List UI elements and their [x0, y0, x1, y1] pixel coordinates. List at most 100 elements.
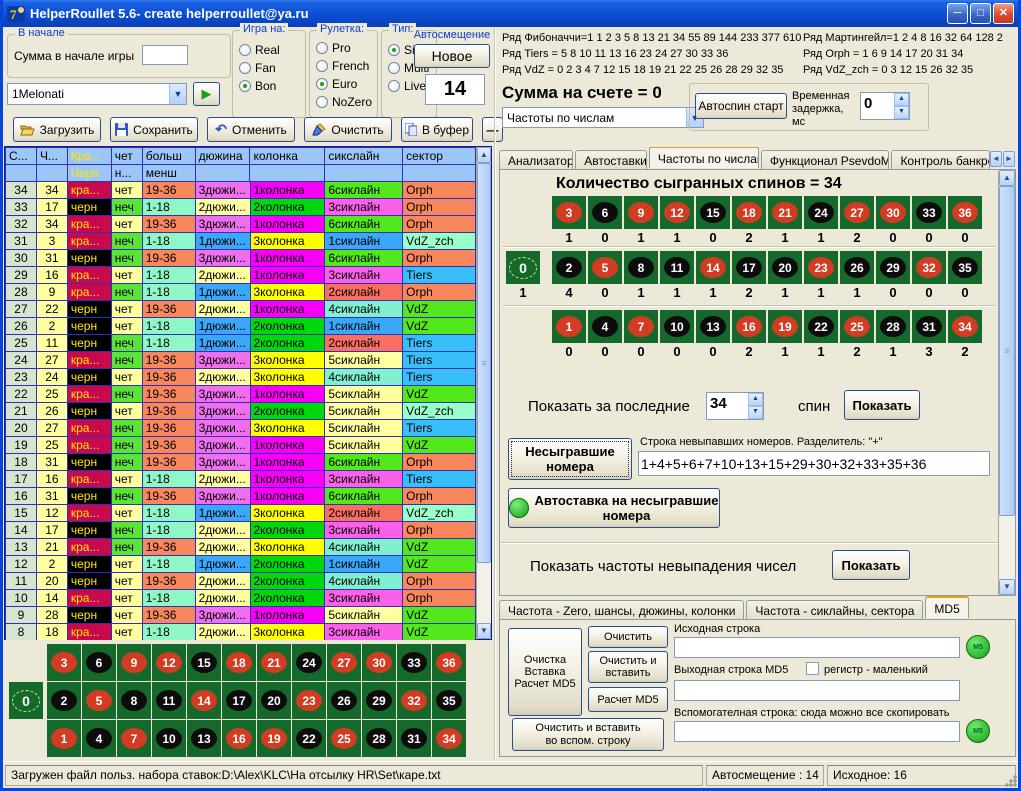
number-cell-3[interactable]: 3: [552, 196, 586, 229]
number-cell-31[interactable]: 31: [912, 310, 946, 343]
number-cell-3[interactable]: 3: [47, 644, 81, 681]
number-cell-34[interactable]: 34: [948, 310, 982, 343]
radio-pro[interactable]: Pro: [316, 41, 377, 55]
number-cell-20[interactable]: 20: [768, 251, 802, 284]
autospin-start-button[interactable]: Автоспин старт: [695, 93, 787, 119]
tab-kontrol-bankrolla[interactable]: Контроль банкро: [891, 150, 990, 170]
missed-numbers-button[interactable]: Несыгравшие номера: [508, 438, 632, 480]
resize-grip[interactable]: [1004, 774, 1017, 787]
to-clipboard-button[interactable]: В буфер: [401, 117, 473, 142]
number-cell-9[interactable]: 9: [624, 196, 658, 229]
table-row[interactable]: 32 34 кра... чет 19-36 3дюжи... 1колонка 6сикла…: [6, 216, 476, 232]
md5-clear-paste-aux-button[interactable]: Очистить и вставить во вспом. строку: [512, 718, 664, 751]
table-row[interactable]: 12 2 черн чет 1-18 1дюжи... 2колонка 1сиклайн Vd…: [6, 556, 476, 572]
number-cell-8[interactable]: 8: [624, 251, 658, 284]
number-cell-1[interactable]: 1: [552, 310, 586, 343]
number-cell-33[interactable]: 33: [397, 644, 431, 681]
radio-euro[interactable]: Euro: [316, 77, 377, 91]
table-row[interactable]: 31 3 кра... неч 1-18 1дюжи... 3колонка 1сиклайн…: [6, 233, 476, 249]
tab-md5[interactable]: MD5: [925, 596, 969, 618]
tab-funkcional-psevdoms[interactable]: Функционал PsevdoMS: [760, 150, 890, 170]
tab-freq-zero[interactable]: Частота - Zero, шансы, дюжины, колонки: [499, 600, 745, 620]
freq-missed-show-button[interactable]: Показать: [832, 550, 910, 580]
number-cell-10[interactable]: 10: [152, 720, 186, 757]
number-cell-19[interactable]: 19: [257, 720, 291, 757]
md5-source-input[interactable]: [674, 637, 960, 658]
number-cell-24[interactable]: 24: [292, 644, 326, 681]
table-row[interactable]: 14 17 черн неч 1-18 2дюжи... 2колонка 3сиклайн O…: [6, 522, 476, 538]
table-row[interactable]: 27 22 черн чет 19-36 2дюжи... 1колонка 4сиклайн…: [6, 301, 476, 317]
tab-avtostavki[interactable]: Автоставки: [575, 150, 647, 170]
scroll-up-icon[interactable]: ▲: [477, 147, 491, 163]
table-row[interactable]: 19 25 кра... неч 19-36 3дюжи... 1колонка 5сикла…: [6, 437, 476, 453]
md5-run-aux-icon[interactable]: M5: [966, 719, 990, 743]
autobet-missed-button[interactable]: Автоставка на несыгравшие номера: [508, 488, 720, 528]
number-cell-10[interactable]: 10: [660, 310, 694, 343]
number-cell-2[interactable]: 2: [47, 682, 81, 719]
table-row[interactable]: 28 9 кра... неч 1-18 1дюжи... 3колонка 2сиклайн…: [6, 284, 476, 300]
number-cell-14[interactable]: 14: [187, 682, 221, 719]
number-cell-5[interactable]: 5: [588, 251, 622, 284]
number-cell-6[interactable]: 6: [588, 196, 622, 229]
tab-scroll-left-icon[interactable]: ◄: [990, 151, 1002, 167]
table-row[interactable]: 8 18 кра... чет 1-18 2дюжи... 3колонка 3сиклайн…: [6, 624, 476, 640]
md5-clear-button[interactable]: Очистить: [588, 626, 668, 648]
spin-down-icon[interactable]: ▼: [894, 106, 909, 119]
number-cell-18[interactable]: 18: [222, 644, 256, 681]
md5-big-button[interactable]: Очистка Вставка Расчет MD5: [508, 628, 582, 716]
radio-live[interactable]: Live: [388, 79, 436, 93]
number-cell-4[interactable]: 4: [588, 310, 622, 343]
radio-nozero[interactable]: NoZero: [316, 95, 377, 109]
number-cell-22[interactable]: 22: [292, 720, 326, 757]
number-cell-20[interactable]: 20: [257, 682, 291, 719]
number-cell-29[interactable]: 29: [876, 251, 910, 284]
number-cell-1[interactable]: 1: [47, 720, 81, 757]
radio-real[interactable]: Real: [239, 43, 305, 57]
number-cell-5[interactable]: 5: [82, 682, 116, 719]
zero-cell[interactable]: 0: [9, 682, 43, 719]
number-cell-21[interactable]: 21: [768, 196, 802, 229]
history-scrollbar[interactable]: ▲ ▼: [476, 147, 491, 639]
number-cell-2[interactable]: 2: [552, 251, 586, 284]
number-cell-32[interactable]: 32: [397, 682, 431, 719]
chevron-down-icon[interactable]: ▼: [169, 84, 186, 104]
number-cell-26[interactable]: 26: [327, 682, 361, 719]
number-cell-29[interactable]: 29: [362, 682, 396, 719]
number-cell-16[interactable]: 16: [732, 310, 766, 343]
clear-button[interactable]: Очистить: [304, 117, 392, 142]
number-cell-34[interactable]: 34: [432, 720, 466, 757]
spin-down-icon[interactable]: ▼: [748, 406, 763, 419]
number-cell-31[interactable]: 31: [397, 720, 431, 757]
freq-scroll-thumb[interactable]: [999, 186, 1015, 516]
undo-button[interactable]: ↶ Отменить: [207, 117, 295, 142]
number-cell-30[interactable]: 30: [876, 196, 910, 229]
radio-bon[interactable]: Bon: [239, 79, 305, 93]
number-cell-35[interactable]: 35: [432, 682, 466, 719]
number-cell-12[interactable]: 12: [152, 644, 186, 681]
md5-aux-input[interactable]: [674, 721, 960, 742]
freq-panel-scrollbar[interactable]: ▲ ▼: [998, 170, 1015, 595]
radio-fan[interactable]: Fan: [239, 61, 305, 75]
number-cell-24[interactable]: 24: [804, 196, 838, 229]
number-cell-6[interactable]: 6: [82, 644, 116, 681]
number-cell-8[interactable]: 8: [117, 682, 151, 719]
number-cell-13[interactable]: 13: [187, 720, 221, 757]
table-row[interactable]: 26 2 черн чет 1-18 1дюжи... 2колонка 1сиклайн Vd…: [6, 318, 476, 334]
table-row[interactable]: 15 12 кра... чет 1-18 1дюжи... 3колонка 2сиклай…: [6, 505, 476, 521]
md5-calc-button[interactable]: Расчет MD5: [588, 687, 668, 712]
number-cell-28[interactable]: 28: [362, 720, 396, 757]
scroll-down-icon[interactable]: ▼: [999, 579, 1015, 595]
close-button[interactable]: ✕: [993, 3, 1014, 24]
number-cell-17[interactable]: 17: [732, 251, 766, 284]
table-row[interactable]: 21 26 черн чет 19-36 3дюжи... 2колонка 5сиклайн…: [6, 403, 476, 419]
table-row[interactable]: 24 27 кра... неч 19-36 3дюжи... 3колонка 5сикла…: [6, 352, 476, 368]
number-cell-15[interactable]: 15: [187, 644, 221, 681]
load-button[interactable]: Загрузить: [13, 117, 101, 142]
table-row[interactable]: 10 14 кра... чет 1-18 2дюжи... 2колонка 3сиклай…: [6, 590, 476, 606]
number-cell-25[interactable]: 25: [327, 720, 361, 757]
number-cell-13[interactable]: 13: [696, 310, 730, 343]
missed-numbers-input[interactable]: [638, 451, 990, 476]
show-button[interactable]: Показать: [844, 390, 920, 420]
number-cell-11[interactable]: 11: [660, 251, 694, 284]
number-cell-36[interactable]: 36: [948, 196, 982, 229]
